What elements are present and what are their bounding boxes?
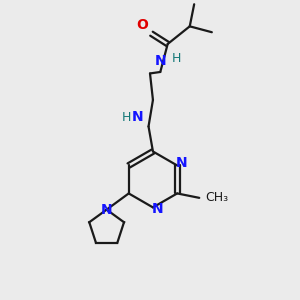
Text: N: N [152, 202, 163, 216]
Text: N: N [101, 202, 112, 217]
Text: O: O [136, 18, 148, 32]
Text: CH₃: CH₃ [206, 191, 229, 204]
Text: N: N [132, 110, 143, 124]
Text: N: N [154, 54, 166, 68]
Text: N: N [176, 155, 188, 170]
Text: H: H [122, 111, 131, 124]
Text: H: H [172, 52, 181, 65]
